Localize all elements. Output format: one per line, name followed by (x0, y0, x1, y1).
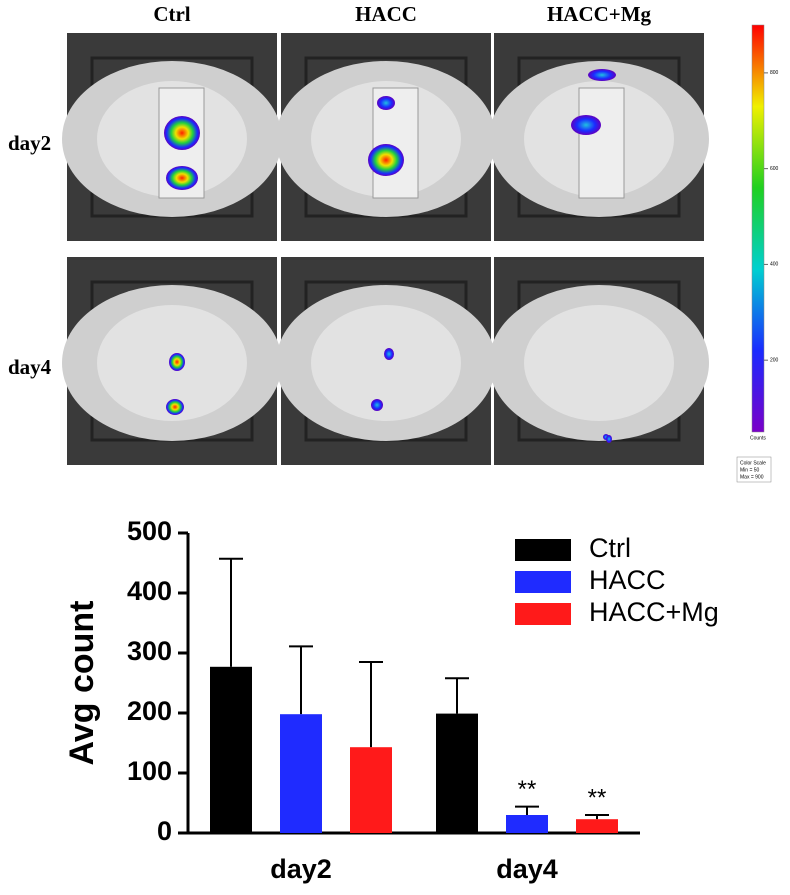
signal (588, 69, 616, 81)
y-tick-label: 400 (127, 576, 172, 606)
bar (280, 714, 322, 833)
legend-label: Ctrl (589, 533, 631, 563)
colorbar-min: Min = 50 (740, 467, 760, 473)
bar (576, 819, 618, 833)
y-tick-label: 0 (157, 816, 172, 846)
signal (384, 348, 394, 360)
colorbar-tick-label: 600 (770, 166, 779, 172)
y-tick-label: 500 (127, 516, 172, 546)
mouse-image (276, 33, 496, 241)
legend-swatch (515, 539, 571, 561)
colorbar-tick-label: 400 (770, 262, 779, 268)
mouse-body-shade (524, 305, 674, 421)
dressing (578, 87, 625, 199)
column-label: HACC+Mg (547, 2, 652, 26)
mouse-image (489, 257, 709, 465)
y-axis-label: Avg count (63, 601, 101, 766)
column-label: Ctrl (153, 2, 190, 26)
image-grid: Ctrl HACC HACC+Mg day2 day4 200 400 600 800 Count… (8, 2, 779, 483)
signal (606, 435, 612, 443)
colorbar-info-box (736, 456, 772, 483)
signal (164, 116, 200, 150)
x-tick-label: day2 (270, 854, 332, 884)
mouse-image (62, 257, 282, 465)
signal (571, 115, 601, 135)
significance-label: ** (518, 776, 537, 803)
significance-label: ** (588, 784, 607, 811)
row-label: day2 (8, 131, 51, 155)
bar (506, 815, 548, 833)
signal (166, 399, 184, 415)
mouse-body-shade (311, 305, 461, 421)
colorbar-label: Counts (750, 435, 766, 441)
colorbar-title: Color Scale (740, 460, 766, 466)
signal (371, 399, 383, 411)
column-label: HACC (355, 2, 417, 26)
row-label: day4 (8, 355, 52, 379)
colorbar (751, 24, 765, 433)
signal (169, 353, 185, 371)
signal (368, 144, 404, 176)
legend-label: HACC (589, 565, 666, 595)
y-tick-label: 300 (127, 636, 172, 666)
signal (166, 166, 198, 190)
legend-label: HACC+Mg (589, 597, 719, 627)
mouse-image (276, 257, 496, 465)
legend-swatch (515, 603, 571, 625)
bar (436, 713, 478, 833)
signal (377, 96, 395, 110)
colorbar-max: Max = 900 (740, 474, 764, 480)
colorbar-tick-label: 800 (770, 70, 779, 76)
bar (350, 747, 392, 833)
x-tick-label: day4 (496, 854, 558, 884)
bar (210, 666, 252, 833)
mouse-image (489, 33, 709, 241)
bar-chart: 0 100 200 300 400 500 Avg count day2 day4 ** ** Ctr… (63, 516, 719, 884)
mouse-image (62, 33, 282, 241)
y-tick-label: 200 (127, 696, 172, 726)
colorbar-tick-label: 200 (770, 358, 779, 364)
y-tick-label: 100 (127, 756, 172, 786)
legend-swatch (515, 571, 571, 593)
